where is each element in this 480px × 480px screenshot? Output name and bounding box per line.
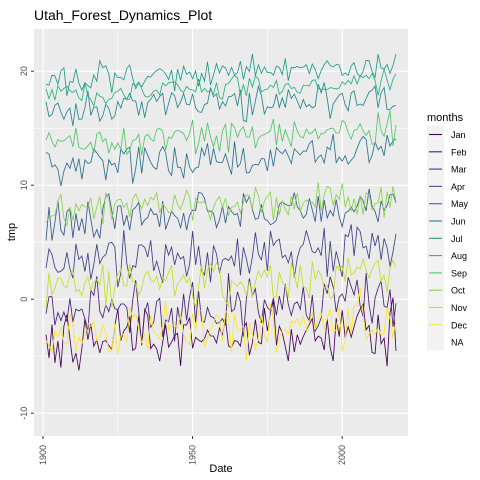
series-line-nov — [45, 257, 397, 309]
series-line-apr — [45, 188, 397, 241]
plot-panel — [34, 29, 408, 436]
series-layer — [45, 53, 397, 371]
legend-title: months — [427, 112, 464, 124]
chart-title: Utah_Forest_Dynamics_Plot — [34, 7, 212, 23]
series-line-aug — [45, 67, 397, 108]
series-line-mar — [45, 224, 397, 288]
x-tick-label: 1900 — [38, 445, 48, 465]
legend-label-jan: Jan — [451, 130, 466, 140]
series-line-dec — [45, 287, 397, 361]
y-tick-label: 10 — [19, 180, 29, 190]
y-axis: -10 0 10 20 — [19, 66, 34, 420]
legend-label-oct: Oct — [451, 286, 466, 296]
legend-label-feb: Feb — [451, 147, 467, 157]
legend: months Jan Feb Mar Apr May Jun Jul Aug Sep Oct Nov… — [427, 112, 469, 351]
legend-label-sep: Sep — [451, 268, 467, 278]
y-tick-label: -10 — [19, 407, 29, 420]
legend-label-mar: Mar — [451, 165, 467, 175]
series-line-sep — [45, 110, 397, 156]
legend-label-aug: Aug — [451, 251, 467, 261]
legend-key-na — [427, 333, 444, 351]
series-line-may — [45, 133, 397, 187]
series-line-oct — [45, 182, 397, 227]
x-tick-label: 1950 — [188, 445, 198, 465]
x-tick-label: 2000 — [337, 445, 347, 465]
legend-label-jul: Jul — [451, 234, 463, 244]
legend-label-jun: Jun — [451, 217, 466, 227]
series-line-jun — [45, 82, 397, 127]
legend-label-may: May — [451, 199, 469, 209]
x-axis: 1900 1950 2000 — [38, 436, 347, 465]
y-tick-label: 20 — [19, 66, 29, 76]
legend-label-na: NA — [451, 338, 464, 348]
series-line-jul — [45, 53, 397, 96]
legend-label-dec: Dec — [451, 320, 468, 330]
y-tick-label: 0 — [19, 297, 29, 302]
legend-label-nov: Nov — [451, 303, 468, 313]
x-axis-title: Date — [209, 463, 232, 475]
legend-label-apr: Apr — [451, 182, 465, 192]
series-line-feb — [45, 273, 397, 346]
y-axis-title: tmp — [6, 223, 18, 241]
